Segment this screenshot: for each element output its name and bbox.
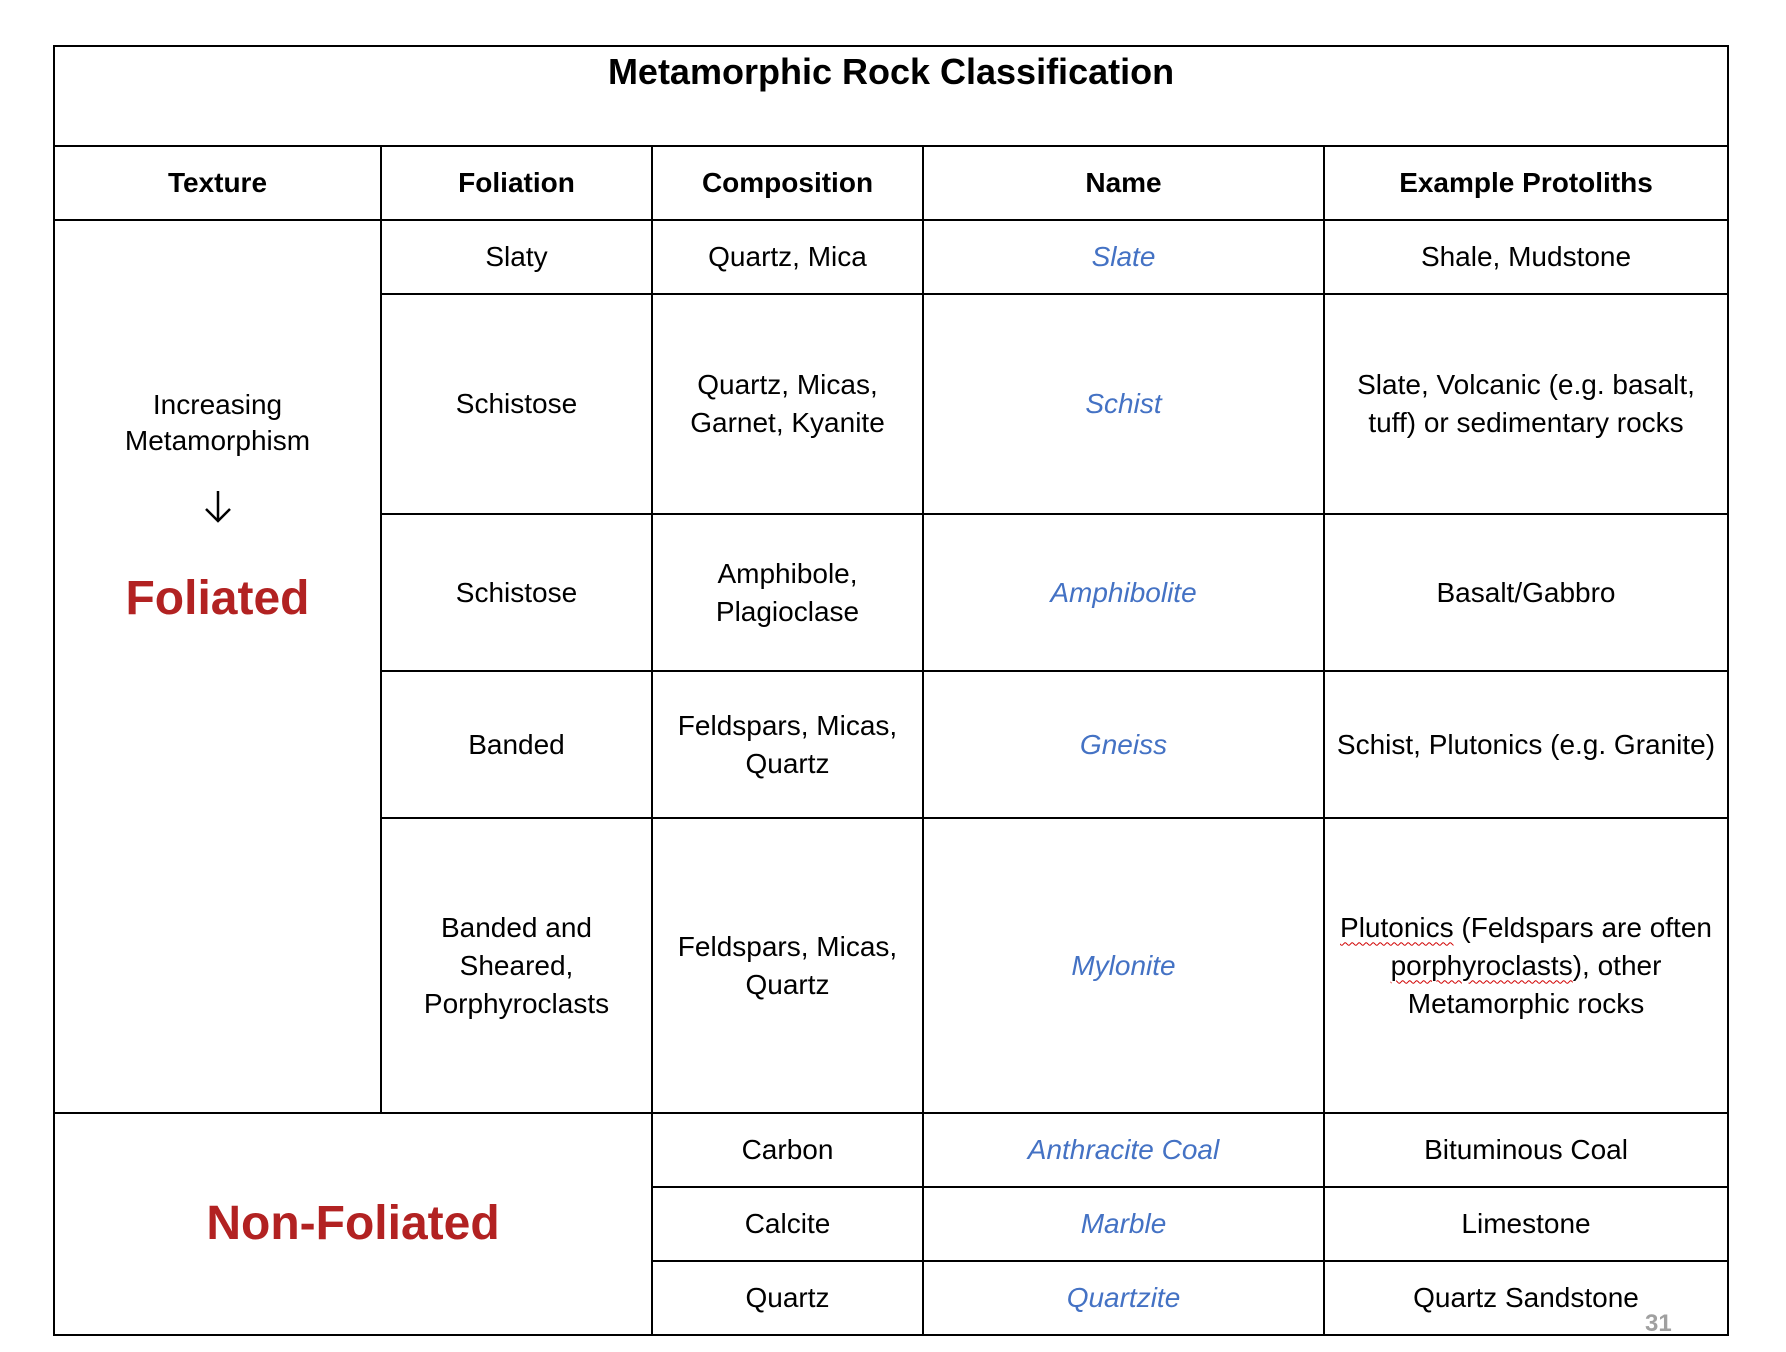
classification-table-wrapper: Metamorphic Rock Classification Texture … <box>52 45 1730 1336</box>
texture-non-foliated-cell: Non-Foliated <box>53 1112 653 1336</box>
page-number: 31 <box>1645 1310 1672 1337</box>
composition-cell: Quartz, Mica <box>651 219 924 295</box>
foliation-cell: Banded and Sheared, Porphyroclasts <box>380 817 653 1114</box>
protoliths-cell: Shale, Mudstone <box>1322 219 1730 295</box>
table-row: Calcite Marble Limestone <box>54 1186 1730 1262</box>
composition-cell: Feldspars, Micas, Quartz <box>651 670 924 819</box>
spellcheck-word: porphyroclasts <box>1390 949 1573 981</box>
foliation-cell: Schistose <box>380 293 653 515</box>
header-row: Texture Foliation Composition Name Examp… <box>53 145 1730 221</box>
composition-cell: Carbon <box>651 1112 924 1188</box>
protoliths-cell: Bituminous Coal <box>1322 1112 1730 1188</box>
rock-name-gneiss: Gneiss <box>922 670 1325 819</box>
rock-name-mylonite: Mylonite <box>922 817 1325 1114</box>
header-foliation: Foliation <box>380 145 653 221</box>
rock-name-anthracite-coal: Anthracite Coal <box>922 1112 1325 1188</box>
protoliths-cell: Slate, Volcanic (e.g. basalt, tuff) or s… <box>1322 293 1730 515</box>
metamorphic-rock-table: Metamorphic Rock Classification Texture … <box>52 45 1730 1336</box>
table-row: Schistose Quartz, Micas, Garnet, Kyanite… <box>54 293 1730 515</box>
arrow-down-icon <box>204 490 231 523</box>
table-row: Banded Feldspars, Micas, Quartz Gneiss S… <box>54 670 1730 819</box>
rock-name-amphibolite: Amphibolite <box>922 513 1325 672</box>
texture-foliated-cell: Increasing Metamorphism Foliated <box>53 219 382 1114</box>
foliation-cell: Slaty <box>380 219 653 295</box>
composition-cell: Feldspars, Micas, Quartz <box>651 817 924 1114</box>
metamorphism-note-line1: Increasing <box>152 388 283 420</box>
protoliths-cell: Basalt/Gabbro <box>1322 513 1730 672</box>
composition-cell: Calcite <box>651 1186 924 1262</box>
rock-name-marble: Marble <box>922 1186 1325 1262</box>
table-row: Schistose Amphibole, Plagioclase Amphibo… <box>54 513 1730 672</box>
header-name: Name <box>922 145 1325 221</box>
spellcheck-word: Plutonics <box>1340 911 1454 943</box>
foliation-cell: Schistose <box>380 513 653 672</box>
protoliths-cell: Schist, Plutonics (e.g. Granite) <box>1322 670 1730 819</box>
rock-name-schist: Schist <box>922 293 1325 515</box>
composition-cell: Quartz, Micas, Garnet, Kyanite <box>651 293 924 515</box>
table-row: Quartz Quartzite Quartz Sandstone <box>54 1260 1730 1336</box>
protoliths-text: ), other Metamorphic rocks <box>1407 949 1662 1019</box>
header-protoliths: Example Protoliths <box>1322 145 1730 221</box>
table-row: Increasing Metamorphism Foliated Slaty Q… <box>53 219 1730 1114</box>
table-row: Banded and Sheared, Porphyroclasts Felds… <box>54 817 1730 1114</box>
texture-label-non-foliated: Non-Foliated <box>206 1197 500 1250</box>
metamorphism-note-line2: Metamorphism <box>124 424 311 456</box>
rock-name-slate: Slate <box>922 219 1325 295</box>
texture-spacer <box>65 627 370 947</box>
table-row: Non-Foliated Carbon Anthracite Coal Bitu… <box>53 1112 1730 1336</box>
header-composition: Composition <box>651 145 924 221</box>
title-row: Metamorphic Rock Classification <box>52 45 1730 147</box>
protoliths-cell: Plutonics (Feldspars are often porphyroc… <box>1322 817 1730 1114</box>
protoliths-text: (Feldspars are often <box>1453 911 1712 943</box>
texture-label-foliated: Foliated <box>125 571 310 625</box>
protoliths-cell: Limestone <box>1322 1186 1730 1262</box>
protoliths-cell: Quartz Sandstone <box>1322 1260 1730 1336</box>
foliation-cell: Banded <box>380 670 653 819</box>
header-texture: Texture <box>53 145 382 221</box>
table-title: Metamorphic Rock Classification <box>52 45 1730 147</box>
composition-cell: Amphibole, Plagioclase <box>651 513 924 672</box>
composition-cell: Quartz <box>651 1260 924 1336</box>
rock-name-quartzite: Quartzite <box>922 1260 1325 1336</box>
